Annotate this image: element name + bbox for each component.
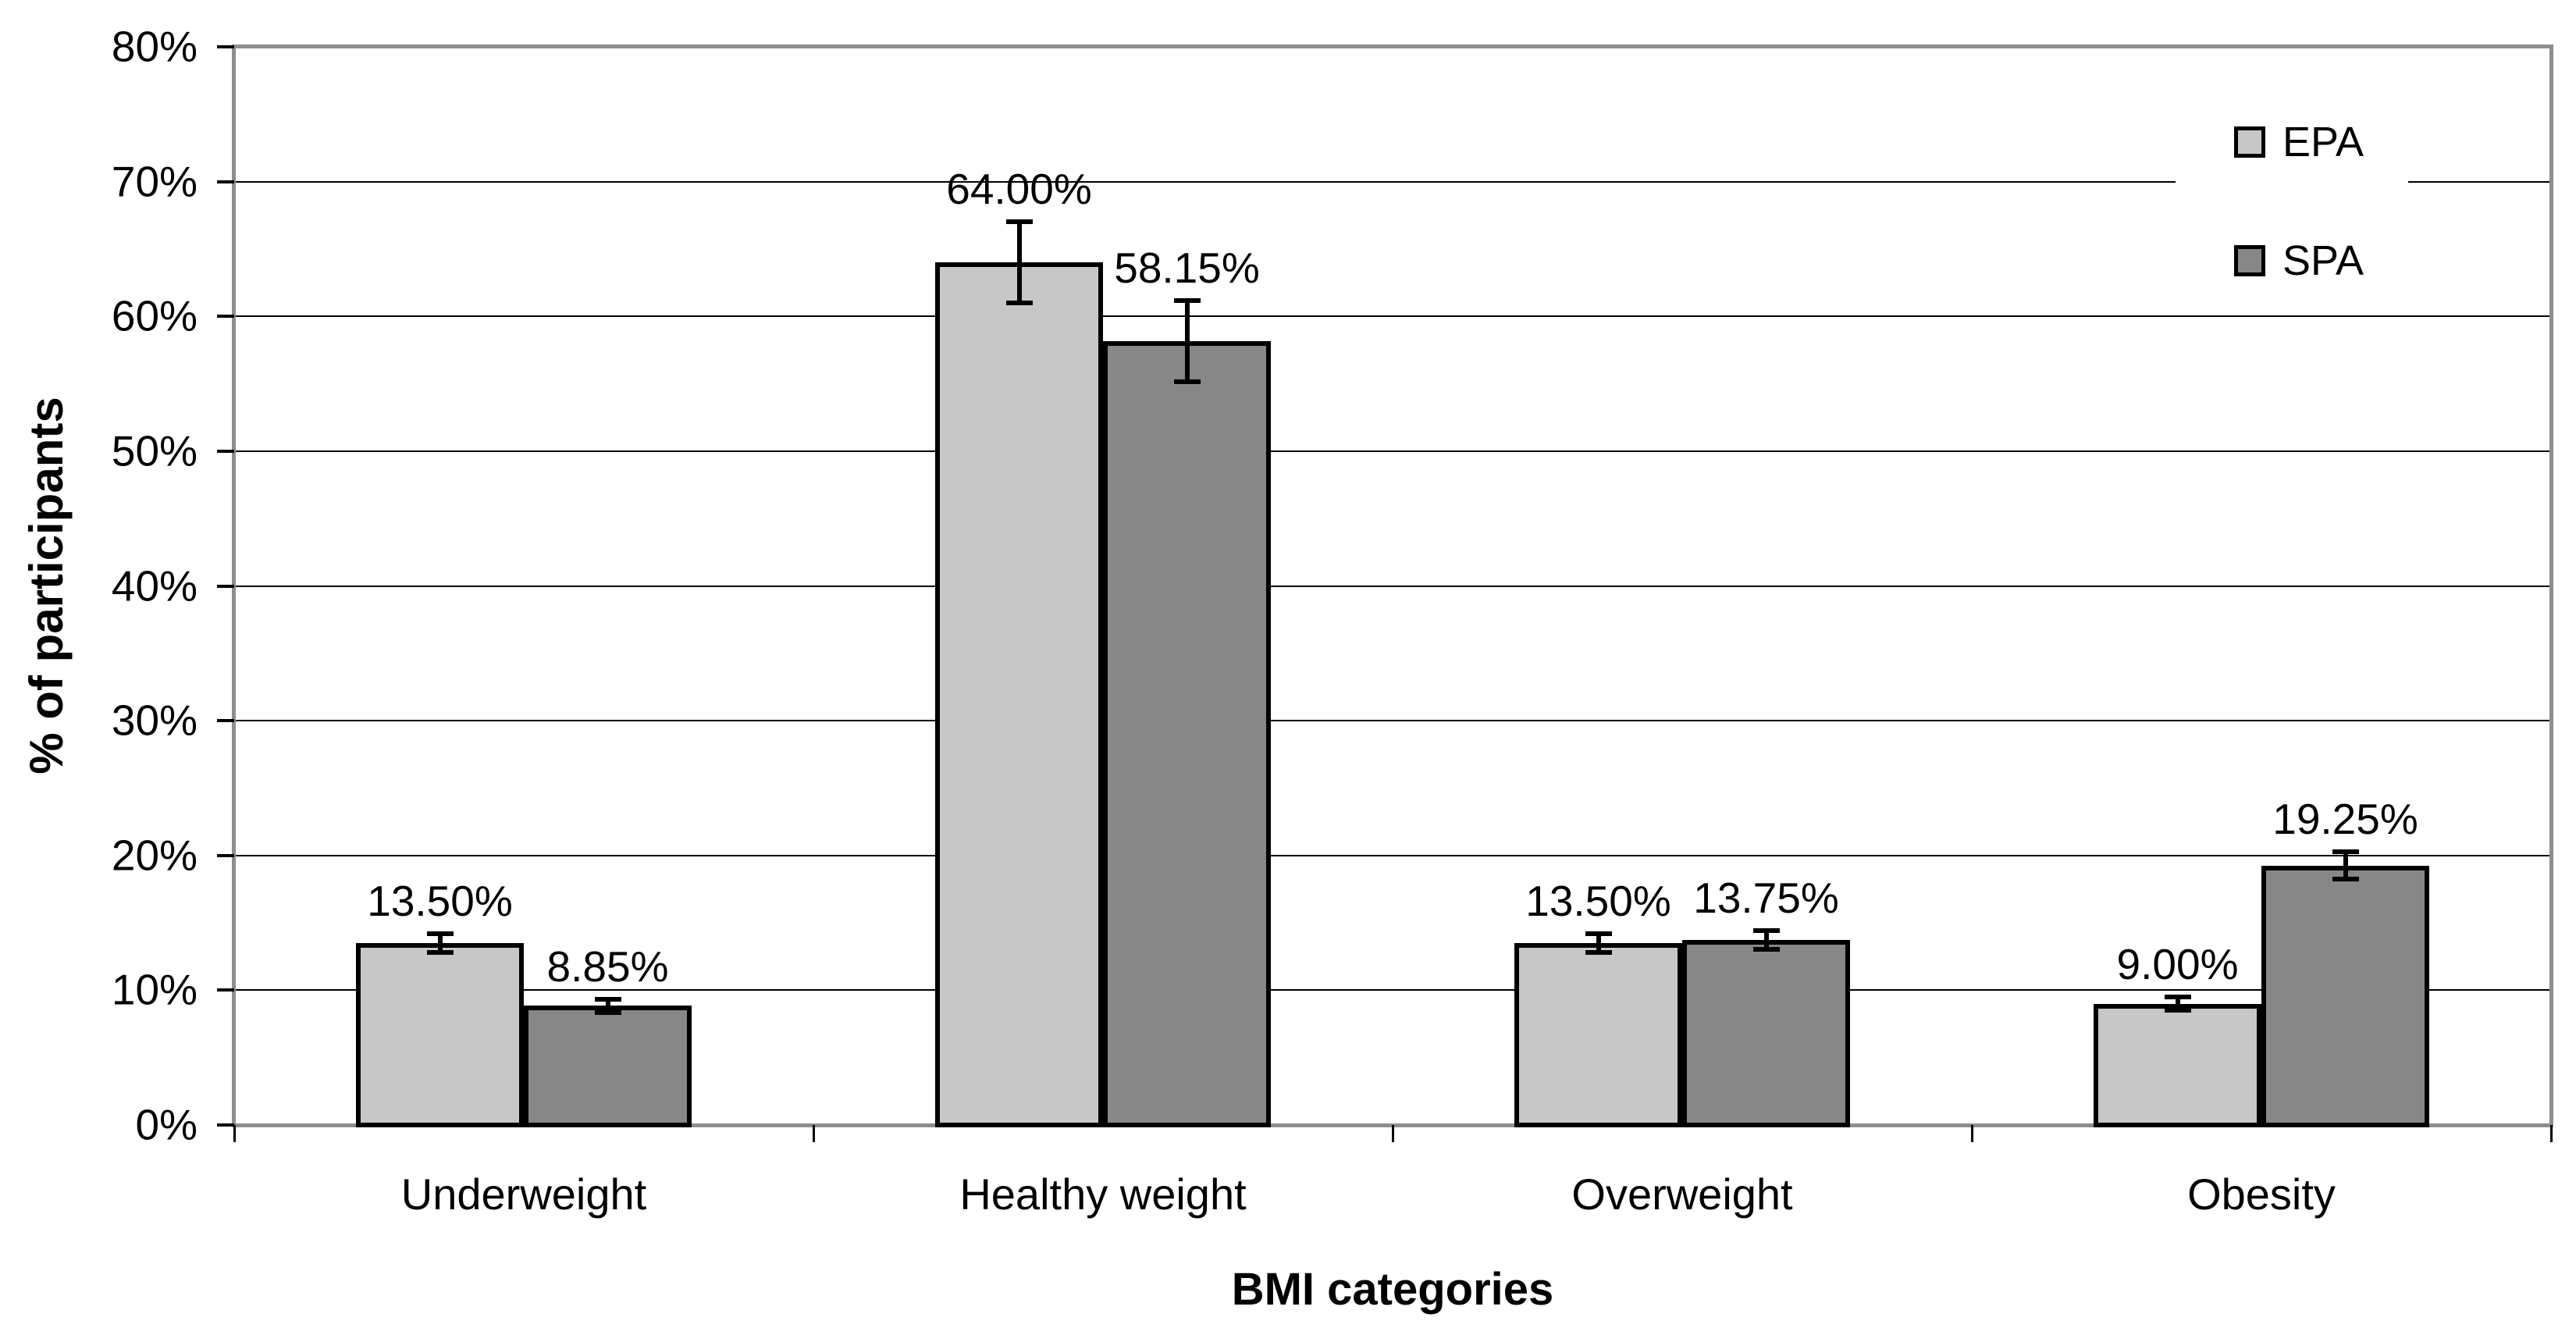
legend-label-epa: EPA <box>2282 119 2364 166</box>
data-label-spa-obesity: 19.25% <box>2272 795 2418 844</box>
gridline <box>234 720 2551 722</box>
x-category-label-overweight: Overweight <box>1571 1169 1793 1219</box>
gridline <box>234 180 2551 183</box>
y-tick-label: 60% <box>111 291 197 340</box>
error-bar-cap-bottom-spa-obesity <box>2332 876 2359 881</box>
error-bar-line-epa-overweight <box>1596 933 1601 953</box>
y-axis-tick <box>217 988 234 992</box>
gridline <box>234 854 2551 856</box>
data-label-epa-obesity: 9.00% <box>2116 940 2239 988</box>
x-axis-tick <box>1392 1125 1394 1142</box>
error-bar-line-epa-healthy-weight <box>1016 222 1022 303</box>
data-label-spa-overweight: 13.75% <box>1693 873 1839 922</box>
legend-label-spa: SPA <box>2282 237 2364 284</box>
x-axis-title: BMI categories <box>1231 1264 1554 1315</box>
bar-spa-underweight <box>524 1006 692 1127</box>
error-bar-line-spa-overweight <box>1763 930 1769 949</box>
y-tick-label: 40% <box>111 561 197 610</box>
bar-spa-healthy-weight <box>1103 341 1271 1127</box>
bar-epa-underweight <box>356 942 524 1127</box>
error-bar-cap-top-epa-overweight <box>1585 931 1612 936</box>
y-axis-title: % of participants <box>20 397 73 774</box>
bar-epa-overweight <box>1514 942 1682 1127</box>
data-label-epa-underweight: 13.50% <box>367 876 513 925</box>
x-axis-tick <box>233 1125 236 1142</box>
bar-spa-obesity <box>2261 865 2429 1127</box>
y-tick-label: 0% <box>135 1100 198 1149</box>
y-axis-tick <box>217 180 234 183</box>
y-axis-tick <box>217 315 234 319</box>
error-bar-cap-bottom-epa-healthy-weight <box>1005 300 1033 305</box>
x-axis-tick <box>2550 1125 2553 1142</box>
legend-swatch-epa <box>2234 126 2265 158</box>
x-axis-tick <box>813 1125 815 1142</box>
error-bar-cap-top-epa-underweight <box>426 931 454 936</box>
y-axis-tick <box>217 584 234 588</box>
error-bar-cap-bottom-epa-overweight <box>1585 950 1612 956</box>
error-bar-cap-top-spa-healthy-weight <box>1173 298 1201 304</box>
data-label-spa-underweight: 8.85% <box>546 942 669 991</box>
gridline <box>234 315 2551 318</box>
data-label-epa-overweight: 13.50% <box>1525 876 1671 925</box>
y-axis-tick <box>217 719 234 723</box>
legend-swatch-spa <box>2234 245 2265 276</box>
y-tick-label: 80% <box>111 22 197 71</box>
y-axis-tick <box>217 1123 234 1127</box>
y-axis-tick <box>217 853 234 857</box>
bar-spa-overweight <box>1682 939 1850 1127</box>
error-bar-cap-top-epa-obesity <box>2164 995 2191 999</box>
error-bar-cap-bottom-epa-underweight <box>426 950 454 956</box>
bar-epa-obesity <box>2094 1003 2261 1127</box>
x-category-label-healthy-weight: Healthy weight <box>959 1169 1247 1219</box>
gridline <box>234 989 2551 991</box>
error-bar-cap-top-epa-healthy-weight <box>1005 219 1033 225</box>
error-bar-cap-bottom-spa-overweight <box>1752 946 1780 952</box>
x-category-label-obesity: Obesity <box>2187 1169 2336 1219</box>
error-bar-line-spa-underweight <box>605 999 610 1013</box>
y-tick-label: 50% <box>111 426 197 475</box>
error-bar-line-epa-obesity <box>2175 997 2180 1011</box>
error-bar-cap-top-spa-underweight <box>594 996 621 1002</box>
y-axis-tick <box>217 45 234 48</box>
error-bar-cap-bottom-spa-healthy-weight <box>1173 379 1201 384</box>
y-axis-tick <box>217 449 234 453</box>
error-bar-line-spa-obesity <box>2343 852 2348 879</box>
gridline <box>234 450 2551 452</box>
y-tick-label: 30% <box>111 696 197 745</box>
error-bar-cap-top-spa-overweight <box>1752 927 1780 933</box>
error-bar-cap-bottom-spa-underweight <box>594 1009 621 1015</box>
y-tick-label: 10% <box>111 965 197 1014</box>
error-bar-cap-bottom-epa-obesity <box>2164 1008 2191 1013</box>
y-tick-label: 20% <box>111 831 197 880</box>
legend: EPA SPA <box>2176 98 2408 289</box>
y-tick-label: 70% <box>111 157 197 206</box>
error-bar-cap-top-spa-obesity <box>2332 849 2359 855</box>
data-label-epa-healthy-weight: 64.00% <box>946 165 1092 214</box>
x-category-label-underweight: Underweight <box>400 1169 647 1219</box>
error-bar-line-epa-underweight <box>437 933 443 953</box>
bar-epa-healthy-weight <box>935 262 1103 1127</box>
data-label-spa-healthy-weight: 58.15% <box>1114 244 1260 293</box>
legend-entry-epa: EPA <box>2234 121 2364 163</box>
legend-entry-spa: SPA <box>2234 240 2364 282</box>
error-bar-line-spa-healthy-weight <box>1184 301 1190 382</box>
x-axis-tick <box>1971 1125 1973 1142</box>
gridline <box>234 585 2551 587</box>
